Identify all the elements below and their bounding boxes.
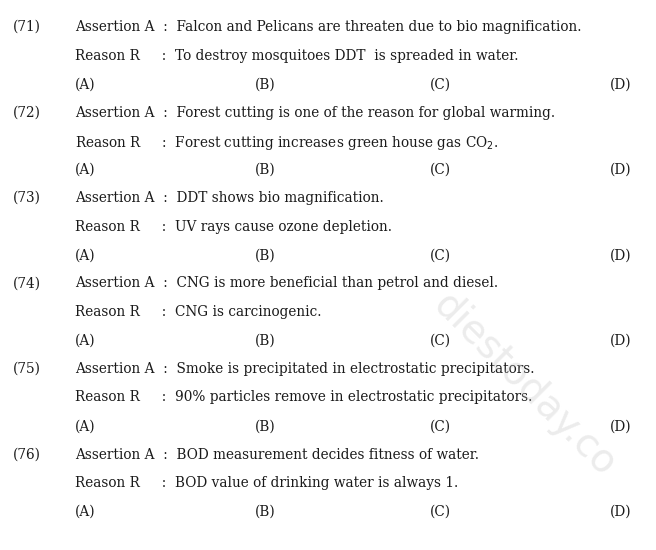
Text: diestoday.co: diestoday.co [426, 286, 624, 484]
Text: (D): (D) [610, 334, 632, 348]
Text: (75): (75) [13, 362, 41, 376]
Text: (A): (A) [75, 334, 96, 348]
Text: (D): (D) [610, 420, 632, 433]
Text: (C): (C) [430, 78, 451, 91]
Text: (C): (C) [430, 249, 451, 262]
Text: (C): (C) [430, 334, 451, 348]
Text: (72): (72) [13, 106, 41, 119]
Text: Assertion A  :  CNG is more beneficial than petrol and diesel.: Assertion A : CNG is more beneficial tha… [75, 277, 498, 290]
Text: (B): (B) [255, 420, 276, 433]
Text: (A): (A) [75, 78, 96, 91]
Text: Assertion A  :  BOD measurement decides fitness of water.: Assertion A : BOD measurement decides fi… [75, 448, 479, 461]
Text: (A): (A) [75, 163, 96, 177]
Text: Reason R     :  Forest cutting increases green house gas CO$_2$.: Reason R : Forest cutting increases gree… [75, 134, 499, 152]
Text: (B): (B) [255, 163, 276, 177]
Text: Assertion A  :  Forest cutting is one of the reason for global warming.: Assertion A : Forest cutting is one of t… [75, 106, 555, 119]
Text: (73): (73) [13, 191, 41, 205]
Text: (B): (B) [255, 505, 276, 519]
Text: (C): (C) [430, 163, 451, 177]
Text: (76): (76) [13, 448, 41, 461]
Text: (B): (B) [255, 78, 276, 91]
Text: (D): (D) [610, 505, 632, 519]
Text: (C): (C) [430, 420, 451, 433]
Text: Reason R     :  To destroy mosquitoes DDT  is spreaded in water.: Reason R : To destroy mosquitoes DDT is … [75, 48, 518, 63]
Text: (71): (71) [13, 20, 41, 34]
Text: (D): (D) [610, 249, 632, 262]
Text: (B): (B) [255, 334, 276, 348]
Text: Assertion A  :  Smoke is precipitated in electrostatic precipitators.: Assertion A : Smoke is precipitated in e… [75, 362, 535, 376]
Text: Reason R     :  BOD value of drinking water is always 1.: Reason R : BOD value of drinking water i… [75, 476, 459, 490]
Text: (D): (D) [610, 163, 632, 177]
Text: (A): (A) [75, 249, 96, 262]
Text: (74): (74) [13, 277, 41, 290]
Text: Reason R     :  CNG is carcinogenic.: Reason R : CNG is carcinogenic. [75, 305, 321, 319]
Text: (A): (A) [75, 420, 96, 433]
Text: Reason R     :  UV rays cause ozone depletion.: Reason R : UV rays cause ozone depletion… [75, 219, 392, 234]
Text: (D): (D) [610, 78, 632, 91]
Text: (C): (C) [430, 505, 451, 519]
Text: (B): (B) [255, 249, 276, 262]
Text: (A): (A) [75, 505, 96, 519]
Text: Reason R     :  90% particles remove in electrostatic precipitators.: Reason R : 90% particles remove in elect… [75, 390, 533, 404]
Text: Assertion A  :  Falcon and Pelicans are threaten due to bio magnification.: Assertion A : Falcon and Pelicans are th… [75, 20, 581, 34]
Text: Assertion A  :  DDT shows bio magnification.: Assertion A : DDT shows bio magnificatio… [75, 191, 384, 205]
